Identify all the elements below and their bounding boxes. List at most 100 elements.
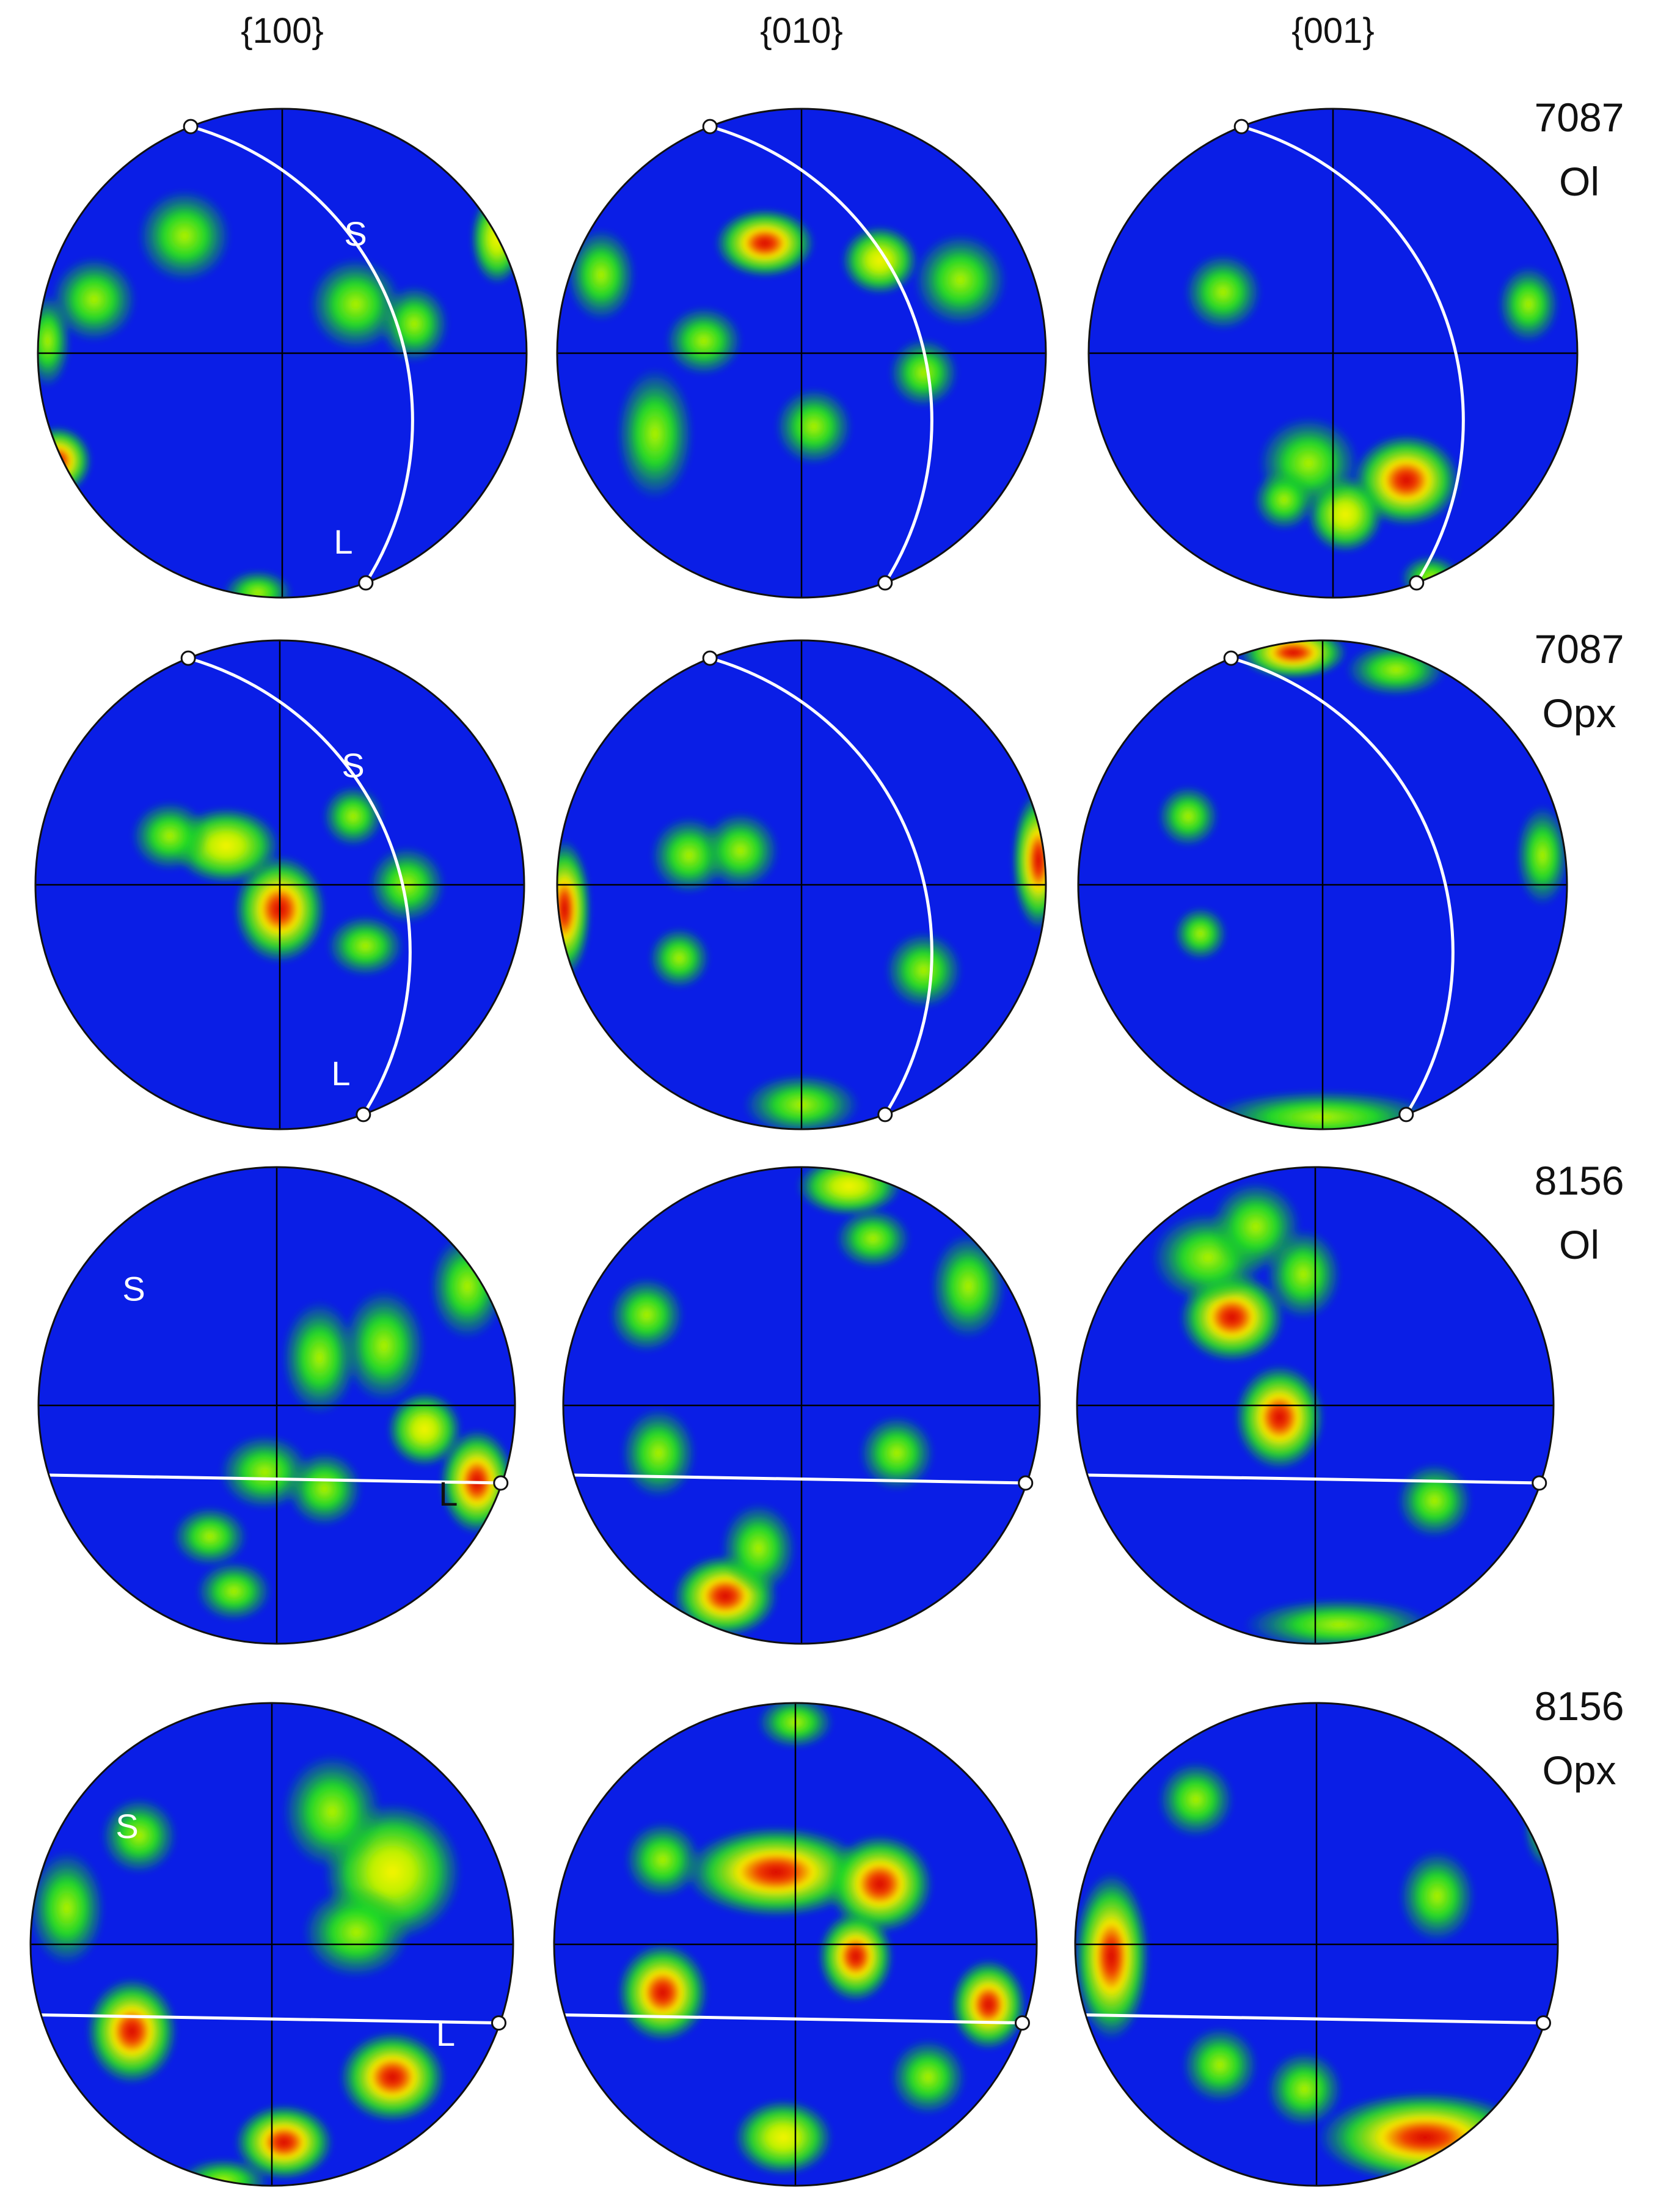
primitive-circle	[556, 108, 1047, 599]
density-maximum	[1515, 804, 1567, 907]
foliation-trace	[1230, 656, 1455, 1116]
pole-figure-panel	[1076, 1166, 1555, 1645]
density-maximum	[714, 208, 816, 279]
density-maximum	[86, 1977, 178, 2086]
lineation-point	[358, 575, 374, 591]
foliation-trace	[573, 1473, 1036, 1485]
density-maximum	[1317, 2091, 1533, 2184]
density-maximum	[648, 926, 711, 990]
foliation-trace	[190, 125, 414, 584]
foliation-trace	[41, 2013, 509, 2025]
density-maximum	[1238, 640, 1348, 680]
density-maximum	[557, 838, 592, 980]
foliation-trace	[48, 1473, 511, 1485]
density-maximum	[616, 367, 694, 500]
lineation-point	[356, 1107, 371, 1122]
density-maximum	[775, 387, 853, 466]
foliation-endpoint	[1233, 119, 1249, 134]
lineation-point	[493, 1475, 509, 1491]
density-maximum	[733, 2098, 834, 2177]
density-maximum	[889, 2038, 967, 2116]
density-maximum	[858, 1415, 935, 1492]
lineation-point	[1532, 1475, 1547, 1491]
pole-figure-panel	[553, 1702, 1038, 2187]
density-maximum	[1156, 785, 1220, 848]
lineation-point	[1018, 1475, 1034, 1491]
lineation-point	[491, 2015, 506, 2031]
density-maximum	[321, 785, 385, 848]
mineral-label: Opx	[1542, 1748, 1616, 1793]
primitive-circle	[556, 639, 1047, 1130]
foliation-trace	[188, 656, 412, 1116]
density-maximum	[429, 1232, 506, 1340]
primitive-circle	[34, 639, 525, 1130]
lineation-label: L	[436, 2015, 455, 2053]
sample-id-label: 7087	[1535, 95, 1624, 140]
density-maximum	[195, 1561, 272, 1622]
foliation-trace	[1241, 125, 1465, 584]
density-maximum	[1252, 468, 1316, 532]
density-maximum	[1011, 789, 1046, 931]
density-maximum	[616, 1942, 709, 2043]
mineral-label: Ol	[1559, 1222, 1599, 1267]
column-header: {100}	[241, 11, 324, 51]
density-maximum	[131, 800, 209, 871]
primitive-circle	[1077, 639, 1568, 1130]
pole-figure-panel	[562, 1166, 1041, 1645]
primitive-circle	[1087, 108, 1579, 599]
foliation-endpoint	[1223, 650, 1239, 666]
pole-figure-panel: SL	[34, 639, 525, 1130]
density-maximum	[302, 1886, 411, 1979]
row-labels: 7087 Ol 7087 Opx 8156 Ol 8156 Opx	[1535, 95, 1624, 1793]
foliation-trace	[564, 2013, 1033, 2025]
density-maximum	[720, 1503, 797, 1594]
density-maximum	[338, 2031, 447, 2124]
density-maximum	[701, 811, 780, 890]
lineation-point	[1409, 575, 1425, 591]
density-maximum	[286, 1451, 363, 1527]
lineation-label: L	[334, 522, 352, 561]
pole-figure-panel: SL	[29, 1702, 514, 2187]
sample-id-label: 8156	[1535, 1158, 1624, 1203]
pole-figure-panel	[1074, 1702, 1559, 2187]
primitive-circle	[553, 1702, 1038, 2187]
column-header: {010}	[760, 11, 843, 51]
mineral-label: Ol	[1559, 159, 1599, 204]
sample-id-label: 7087	[1535, 626, 1624, 672]
density-maximum	[222, 569, 293, 598]
density-maximum	[38, 425, 93, 496]
density-maximum	[326, 914, 404, 978]
foliation-trace	[1086, 2013, 1554, 2025]
density-maximum	[172, 1506, 249, 1567]
foliation-label: S	[344, 214, 367, 253]
density-maximum	[949, 1958, 1028, 2051]
column-headers: {100} {010} {001}	[241, 11, 1375, 51]
foliation-trace	[1087, 1473, 1550, 1485]
pole-figure-panel: SL	[37, 108, 528, 599]
foliation-endpoint	[702, 650, 718, 666]
foliation-endpoint	[702, 119, 718, 134]
column-header: {001}	[1291, 11, 1375, 51]
lineation-label: L	[439, 1474, 458, 1513]
density-maximum	[888, 337, 959, 408]
density-maximum	[608, 1276, 685, 1353]
lineation-point	[877, 575, 893, 591]
density-maximum	[1497, 265, 1560, 343]
density-maximum	[1157, 1760, 1235, 1839]
lineation-point	[1535, 2015, 1551, 2031]
foliation-endpoint	[183, 119, 199, 134]
density-maximum	[1173, 906, 1228, 961]
lineation-point	[1398, 1107, 1414, 1122]
density-maximum	[1181, 2026, 1259, 2104]
primitive-circle	[37, 1166, 516, 1645]
density-maximum	[665, 306, 743, 376]
lineation-point	[877, 1107, 893, 1122]
primitive-circle	[1074, 1702, 1559, 2187]
density-maximum	[566, 228, 637, 322]
foliation-label: S	[122, 1269, 145, 1308]
density-maximum	[795, 1167, 903, 1217]
density-maximum	[31, 1850, 106, 1966]
density-maximum	[835, 1208, 911, 1269]
density-maximum	[51, 256, 137, 343]
